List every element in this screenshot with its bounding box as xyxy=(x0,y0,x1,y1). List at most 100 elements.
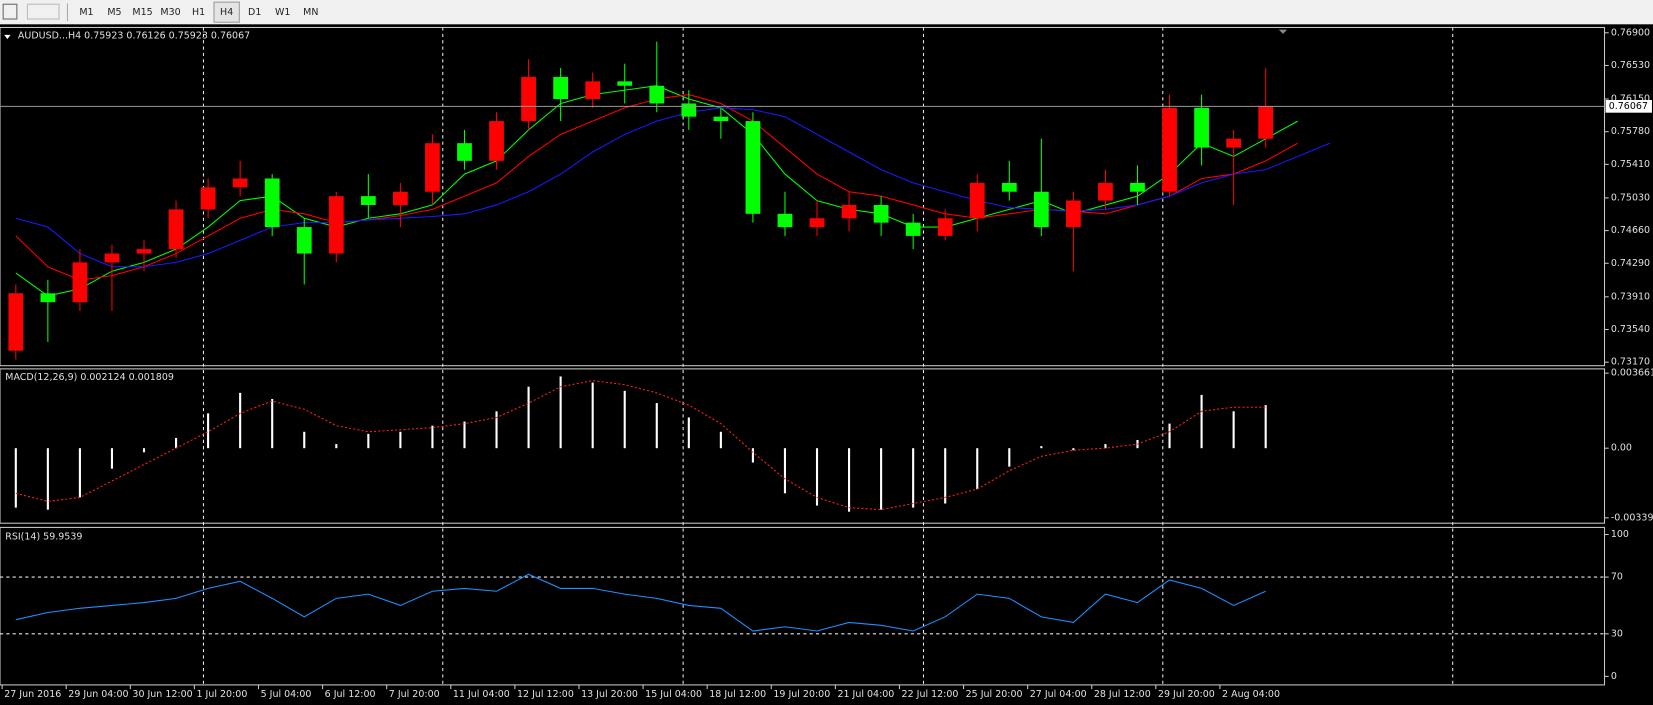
candle-body xyxy=(969,182,985,219)
macd-bar xyxy=(623,390,626,449)
macd-bar xyxy=(207,413,210,449)
y-tick-label: 0.75410 xyxy=(1611,159,1650,170)
macd-bar xyxy=(687,417,690,449)
macd-bar xyxy=(271,399,274,449)
candle-body xyxy=(585,81,601,100)
macd-bar xyxy=(559,376,562,449)
x-tick-label: 29 Jul 20:00 xyxy=(1158,689,1215,700)
macd-bar xyxy=(880,448,883,510)
macd-bar xyxy=(142,448,146,453)
macd-bar xyxy=(912,448,915,508)
candle-body xyxy=(1258,106,1274,139)
macd-bar xyxy=(367,433,370,449)
candle-body xyxy=(873,204,889,223)
pane-title: MACD(12,26,9) 0.002124 0.001809 xyxy=(5,372,174,383)
timeframe-button[interactable]: H1 xyxy=(192,7,205,18)
price-label-box xyxy=(1605,100,1652,113)
x-tick-label: 25 Jul 20:00 xyxy=(966,689,1023,700)
candle-body xyxy=(1001,182,1017,192)
macd-bar xyxy=(110,448,114,469)
macd-bar xyxy=(1072,448,1075,451)
macd-bar xyxy=(976,448,979,490)
candle-body xyxy=(745,121,761,214)
macd-bar xyxy=(174,437,178,449)
candle-body xyxy=(553,76,569,100)
timeframe-button[interactable]: W1 xyxy=(275,7,290,18)
candle-body xyxy=(841,204,857,219)
x-tick-label: 27 Jun 2016 xyxy=(4,689,61,700)
candle-body xyxy=(360,196,376,205)
candle-body xyxy=(1162,107,1177,192)
macd-bar xyxy=(463,421,466,449)
y-tick-label: 0.00 xyxy=(1611,443,1632,454)
macd-bar xyxy=(1168,423,1171,449)
macd-bar xyxy=(239,392,242,449)
candle-body xyxy=(521,76,536,122)
candle-body xyxy=(232,178,248,188)
candle-body xyxy=(296,227,312,254)
timeframe-button[interactable]: M1 xyxy=(79,7,93,18)
y-tick-label: 0.73910 xyxy=(1611,291,1650,302)
selected-timeframe xyxy=(213,1,240,23)
timeframe-button[interactable]: M15 xyxy=(132,7,152,18)
macd-bar xyxy=(335,444,338,449)
candle-body xyxy=(1033,191,1049,228)
macd-bar xyxy=(527,386,530,449)
candle-body xyxy=(393,191,408,205)
x-tick-label: 18 Jul 12:00 xyxy=(709,689,766,700)
collapse-arrow[interactable] xyxy=(4,34,11,40)
y-tick-label: 0.75780 xyxy=(1611,126,1650,137)
macd-bar xyxy=(655,403,658,449)
shift-marker xyxy=(1278,29,1288,34)
macd-bar xyxy=(1200,394,1203,449)
x-tick-label: 30 Jun 12:00 xyxy=(132,689,192,700)
macd-bar xyxy=(303,431,306,449)
candle-body xyxy=(8,293,24,351)
x-tick-label: 22 Jul 12:00 xyxy=(902,689,959,700)
y-tick-label: 0.003661 xyxy=(1611,368,1653,379)
timeframe-button[interactable]: M30 xyxy=(160,7,180,18)
macd-bar xyxy=(495,411,498,449)
macd-pane-border xyxy=(0,368,1606,524)
main-pane-border xyxy=(0,26,1606,367)
candle-body xyxy=(905,222,921,236)
candle-body xyxy=(328,196,344,254)
x-tick-label: 7 Jul 20:00 xyxy=(389,689,440,700)
y-tick-label: 70 xyxy=(1611,572,1623,583)
x-tick-label: 11 Jul 04:00 xyxy=(453,689,510,700)
macd-signal xyxy=(15,380,1266,511)
pane-title: AUDUSD...H4 0.75923 0.76126 0.75923 0.76… xyxy=(18,30,250,41)
macd-bar xyxy=(944,448,947,504)
rsi-pane-border xyxy=(0,526,1606,686)
y-tick-label: 0.73540 xyxy=(1611,324,1650,335)
tool-dropdown[interactable] xyxy=(26,3,60,20)
timeframe-button[interactable]: H4 xyxy=(220,7,233,18)
moving-average xyxy=(15,107,1330,268)
macd-bar xyxy=(1104,444,1107,449)
candle-body xyxy=(1066,200,1081,228)
tool-icon[interactable] xyxy=(2,3,18,20)
y-tick-label: 0.74660 xyxy=(1611,225,1650,236)
macd-bar xyxy=(431,425,434,449)
y-tick-label: 0 xyxy=(1611,671,1617,682)
candle-body xyxy=(713,116,729,122)
candle-body xyxy=(681,103,697,117)
candle-body xyxy=(777,213,793,228)
x-tick-label: 19 Jul 20:00 xyxy=(773,689,830,700)
x-tick-label: 28 Jul 12:00 xyxy=(1094,689,1151,700)
timeframe-button[interactable]: M5 xyxy=(107,7,121,18)
toolbar-bg xyxy=(0,0,1653,25)
candle-body xyxy=(937,218,953,236)
macd-bar xyxy=(783,448,787,494)
macd-bar xyxy=(399,431,402,449)
candle-body xyxy=(72,262,88,303)
x-tick-label: 15 Jul 04:00 xyxy=(645,689,702,700)
y-tick-label: 0.74290 xyxy=(1611,258,1650,269)
timeframe-button[interactable]: MN xyxy=(303,7,318,18)
x-tick-label: 1 Jul 20:00 xyxy=(197,689,248,700)
timeframe-button[interactable]: D1 xyxy=(248,7,261,18)
y-tick-label: -0.003398 xyxy=(1611,512,1653,523)
